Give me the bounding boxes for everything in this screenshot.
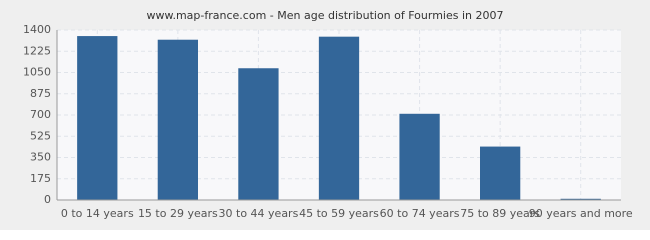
chart: www.map-france.com - Men age distributio… [0, 0, 650, 230]
y-tick-label: 700 [30, 108, 51, 121]
x-tick-label: 90 years and more [529, 207, 633, 220]
bar [560, 198, 601, 200]
bar [77, 36, 118, 201]
y-tick-label: 875 [30, 87, 51, 100]
x-tick-label: 45 to 59 years [299, 207, 379, 220]
bar [318, 36, 360, 200]
bar [480, 146, 521, 200]
x-tick-label: 15 to 29 years [138, 207, 218, 220]
x-tick-label: 30 to 44 years [219, 207, 299, 220]
y-tick-label: 175 [30, 172, 51, 185]
chart-title: www.map-france.com - Men age distributio… [146, 9, 503, 22]
y-tick-label: 1050 [23, 66, 51, 79]
x-tick-label: 75 to 89 years [460, 207, 540, 220]
y-tick-label: 1225 [23, 44, 51, 57]
x-tick-label: 0 to 14 years [61, 207, 134, 220]
x-tick-label: 60 to 74 years [380, 207, 460, 220]
y-tick-label: 525 [30, 129, 51, 142]
y-tick-label: 1400 [23, 23, 51, 36]
y-tick-label: 0 [44, 193, 51, 206]
y-tick-label: 350 [30, 151, 51, 164]
bar [157, 39, 198, 200]
bar [238, 68, 279, 200]
bar [399, 113, 440, 200]
